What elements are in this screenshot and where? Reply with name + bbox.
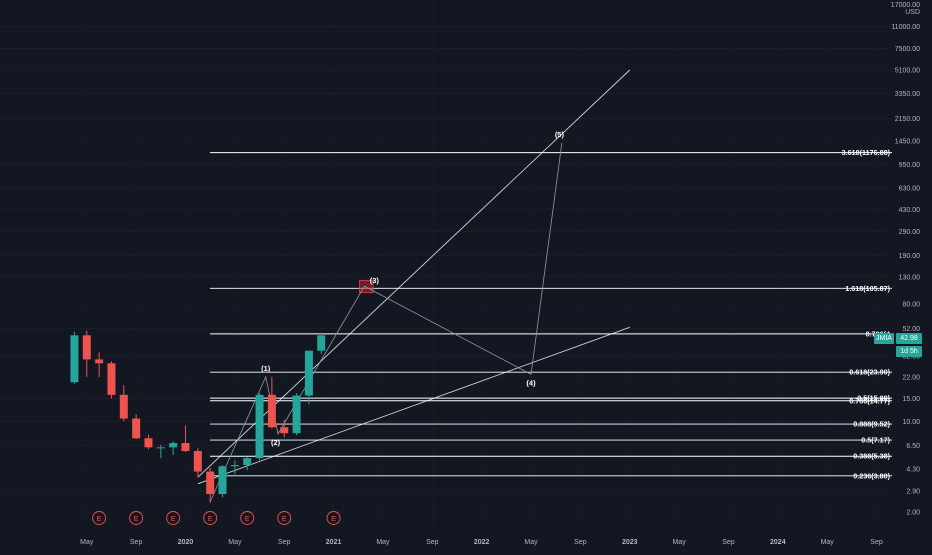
x-axis[interactable]: May Sep 2020 May Sep 2021 May Sep 2022 May Sep 2023… <box>80 539 883 546</box>
y-tick-label: 2150.00 <box>895 116 920 123</box>
y-tick-label: 430.00 <box>899 207 921 214</box>
candle-body[interactable] <box>255 394 264 459</box>
x-tick-label: May <box>376 539 390 546</box>
x-tick-label: May <box>80 539 94 546</box>
earnings-marker-label: E <box>208 516 213 523</box>
candle-body[interactable] <box>267 394 276 428</box>
y-tick-label: 6.50 <box>906 443 920 450</box>
fib-level-label: 0.388(5.38) <box>853 452 890 461</box>
currency-label: USD <box>905 9 920 16</box>
x-tick-label: May <box>228 539 242 546</box>
x-tick-label: May <box>821 539 835 546</box>
y-tick-label: 7500.00 <box>895 46 920 53</box>
y-tick-label: 630.00 <box>899 185 921 192</box>
x-tick-label: 2021 <box>326 539 342 546</box>
wave-label: (1) <box>261 364 271 373</box>
candle-body[interactable] <box>206 471 215 495</box>
candle-body[interactable] <box>193 451 202 472</box>
candle-body[interactable] <box>280 427 289 434</box>
earnings-marker[interactable] <box>92 511 107 525</box>
x-tick-label: Sep <box>870 539 883 546</box>
x-tick-label: 2022 <box>474 539 490 546</box>
y-tick-label: 5100.00 <box>895 68 920 75</box>
candle-body[interactable] <box>70 335 79 383</box>
wave-label: (3) <box>370 276 380 285</box>
earnings-marker-label: E <box>282 516 287 523</box>
candle-body[interactable] <box>181 443 190 452</box>
x-tick-label: 2020 <box>178 539 194 546</box>
candle-body[interactable] <box>218 466 227 495</box>
fib-level-label: 0.618(23.90) <box>849 368 890 377</box>
x-tick-label: Sep <box>722 539 735 546</box>
x-tick-label: Sep <box>130 539 143 546</box>
wave-label: (2) <box>271 438 281 447</box>
x-tick-label: Sep <box>426 539 439 546</box>
candle-body[interactable] <box>107 363 116 395</box>
candle-body[interactable] <box>292 395 301 434</box>
candle-body[interactable] <box>243 458 252 466</box>
x-tick-label: 2024 <box>770 539 786 546</box>
fib-level-label: 0.888(9.52) <box>853 420 890 429</box>
y-tick-label: 52.00 <box>902 326 920 333</box>
fib-level-label: 0.5(15.09) <box>857 394 890 403</box>
earnings-marker-label: E <box>134 516 139 523</box>
trend-line[interactable] <box>197 326 630 485</box>
countdown-tag: 1d 5h <box>896 346 922 357</box>
candle-body[interactable] <box>95 359 104 364</box>
y-tick-label: 190.00 <box>899 253 921 260</box>
x-tick-label: Sep <box>574 539 587 546</box>
earnings-marker-label: E <box>171 516 176 523</box>
y-tick-label: 10.00 <box>902 419 920 426</box>
candle-body[interactable] <box>144 438 153 448</box>
y-tick-label: 130.00 <box>899 274 921 281</box>
x-tick-label: May <box>524 539 538 546</box>
earnings-marker[interactable] <box>277 511 292 525</box>
y-axis-top-label: 17000.00 <box>891 2 920 9</box>
y-tick-label: 3350.00 <box>895 91 920 98</box>
candle-body[interactable] <box>317 335 326 351</box>
earnings-marker-label: E <box>97 516 102 523</box>
y-tick-label: 22.00 <box>902 374 920 381</box>
y-tick-label: 4.30 <box>906 466 920 473</box>
wave-label: (4) <box>526 378 536 387</box>
candle-body[interactable] <box>119 394 128 419</box>
candle-body[interactable] <box>304 350 313 396</box>
earnings-marker[interactable] <box>129 511 144 525</box>
y-tick-label: 950.00 <box>899 162 921 169</box>
fib-level-label: 3.618(1176.88) <box>842 148 891 157</box>
candle-body[interactable] <box>156 447 165 449</box>
wave-label: (5) <box>555 130 565 139</box>
fib-level-label: 0.236(3.80) <box>853 471 890 480</box>
y-tick-label: 2.90 <box>906 489 920 496</box>
earnings-marker[interactable] <box>240 511 255 525</box>
y-tick-label: 15.00 <box>902 396 920 403</box>
fib-level-label: 1.618(105.87) <box>845 284 890 293</box>
candles[interactable] <box>70 330 326 503</box>
y-tick-label: 11000.00 <box>891 24 920 31</box>
y-tick-label: 80.00 <box>902 302 920 309</box>
candle-body[interactable] <box>82 335 91 360</box>
earnings-marker[interactable] <box>326 511 341 525</box>
candle-body[interactable] <box>230 465 239 467</box>
y-tick-label: 1450.00 <box>895 138 920 145</box>
symbol-tag: JMIA <box>874 333 894 344</box>
earnings-marker-label: E <box>331 516 336 523</box>
x-tick-label: 2023 <box>622 539 638 546</box>
x-tick-label: May <box>672 539 686 546</box>
fib-level-label: 0.786(14.77) <box>849 396 890 405</box>
y-tick-label: 290.00 <box>899 229 921 236</box>
earnings-marker-label: E <box>245 516 250 523</box>
fib-level-label: 0.5(7.17) <box>861 436 890 445</box>
last-price-tag: 42.98 <box>896 333 922 344</box>
x-tick-label: Sep <box>278 539 291 546</box>
candle-body[interactable] <box>169 443 178 448</box>
earnings-marker[interactable] <box>166 511 181 525</box>
candle-body[interactable] <box>132 418 141 439</box>
earnings-marker[interactable] <box>203 511 218 525</box>
y-tick-label: 2.00 <box>906 510 920 517</box>
